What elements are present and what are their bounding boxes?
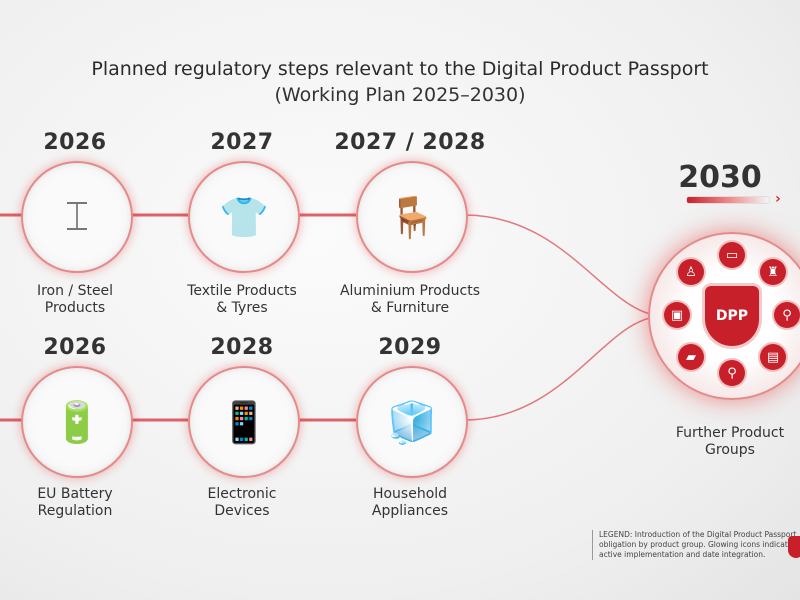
milestone-label: Iron / Steel Products — [0, 283, 165, 317]
appliance-icon: ▰ — [678, 344, 704, 370]
tshirt-tyre-icon: 👕 — [188, 161, 300, 273]
aluminium-chair-icon: 🪑 — [356, 161, 468, 273]
label-line: Iron / Steel — [36, 283, 114, 299]
label-line: Electronic — [207, 486, 277, 502]
label-line: Further Product — [675, 425, 785, 441]
bicycle-icon: ⚲ — [774, 302, 800, 328]
legend: LEGEND: Introduction of the Digital Prod… — [592, 530, 800, 560]
year-label: 2026 — [43, 335, 107, 360]
milestone-label: Household Appliances — [320, 486, 500, 520]
dpp-shield-icon: DPP — [705, 286, 759, 346]
milestone-label: Aluminium Products & Furniture — [320, 283, 500, 317]
label-line: & Furniture — [370, 300, 450, 316]
materials-icon: ▤ — [760, 344, 786, 370]
label-line: Devices — [214, 503, 270, 519]
label-line: Regulation — [37, 503, 113, 519]
chevron-right-icon: › — [775, 191, 781, 207]
chair-icon: ♙ — [678, 259, 704, 285]
milestone-label: Textile Products & Tyres — [152, 283, 332, 317]
label-line: Groups — [705, 442, 755, 458]
label-line: Products — [44, 300, 106, 316]
final-label: Further Product Groups — [640, 425, 800, 459]
label-line: EU Battery — [37, 486, 113, 502]
fridge-washer-icon: 🧊 — [356, 366, 468, 478]
phone-laptop-icon: 📱 — [188, 366, 300, 478]
milestone-label: Electronic Devices — [152, 486, 332, 520]
page-subtitle: (Working Plan 2025–2030) — [274, 84, 526, 106]
label-line: Aluminium Products — [339, 283, 481, 299]
sofa-icon: ▭ — [719, 242, 745, 268]
label-line: Textile Products — [187, 283, 297, 299]
label-line: Household — [372, 486, 448, 502]
label-line: & Tyres — [216, 300, 268, 316]
battery-icon: 🔋 — [21, 366, 133, 478]
progress-bar — [686, 196, 770, 204]
year-label: 2028 — [210, 335, 274, 360]
bicycle-icon: ⚲ — [719, 360, 745, 386]
steel-beam-coil-icon: ⌶ — [21, 161, 133, 273]
year-label: 2026 — [43, 130, 107, 155]
box-icon: ▣ — [664, 302, 690, 328]
year-label: 2027 — [210, 130, 274, 155]
dpp-shield-icon — [788, 536, 800, 558]
toy-icon: ♜ — [760, 259, 786, 285]
milestone-label: EU Battery Regulation — [0, 486, 165, 520]
year-label: 2027 / 2028 — [334, 130, 486, 155]
dpp-hub: ▭ ♜ ⚲ ▤ ⚲ ▰ ▣ ♙ DPP — [648, 232, 800, 400]
year-label: 2029 — [378, 335, 442, 360]
final-year: 2030 — [678, 160, 762, 195]
label-line: Appliances — [371, 503, 449, 519]
page-title: Planned regulatory steps relevant to the… — [91, 58, 709, 80]
